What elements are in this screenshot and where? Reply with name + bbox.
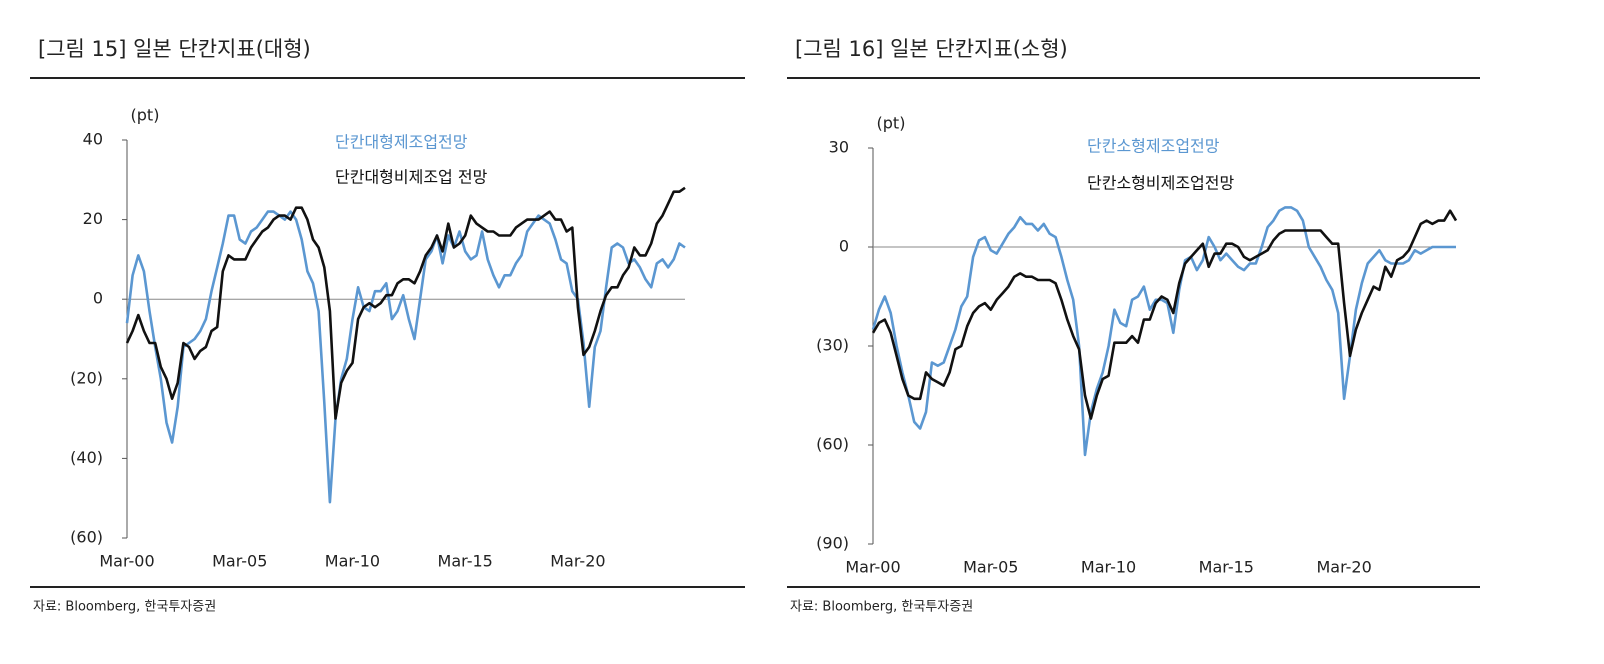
x-tick-label: Mar-20 (550, 552, 605, 571)
y-tick-label: 0 (839, 237, 849, 256)
y-unit: (pt) (131, 106, 160, 125)
y-tick-label: (60) (816, 435, 849, 454)
x-tick-label: Mar-05 (212, 552, 267, 571)
x-tick-label: Mar-00 (99, 552, 154, 571)
x-tick-label: Mar-00 (845, 558, 900, 577)
x-tick-label: Mar-15 (1199, 558, 1254, 577)
series-line (871, 206, 1456, 457)
chart-title: [그림 15] 일본 단칸지표(대형) (38, 37, 311, 61)
y-tick-label: (30) (816, 336, 849, 355)
legend-label: 단칸대형제조업전망 (335, 133, 468, 152)
series-line (125, 210, 686, 504)
y-tick-label: (90) (816, 534, 849, 553)
y-unit: (pt) (877, 114, 906, 133)
y-tick-label: (60) (70, 528, 103, 547)
legend-label: 단칸소형비제조업전망 (1087, 174, 1234, 193)
y-tick-label: 40 (83, 130, 103, 149)
legend-label: 단칸대형비제조업 전망 (335, 168, 488, 187)
x-tick-label: Mar-20 (1316, 558, 1371, 577)
y-tick-label: 30 (829, 138, 849, 157)
source-note: 자료: Bloomberg, 한국투자증권 (33, 600, 216, 615)
legend-label: 단칸소형제조업전망 (1087, 137, 1220, 156)
y-tick-label: 20 (83, 209, 103, 228)
series-line (871, 209, 1458, 420)
x-tick-label: Mar-05 (963, 558, 1018, 577)
series-line (125, 186, 686, 420)
source-note: 자료: Bloomberg, 한국투자증권 (790, 600, 973, 615)
x-tick-label: Mar-15 (438, 552, 493, 571)
x-tick-label: Mar-10 (325, 552, 380, 571)
y-tick-label: (20) (70, 368, 103, 387)
y-tick-label: (40) (70, 448, 103, 467)
y-tick-label: 0 (93, 289, 103, 308)
x-tick-label: Mar-10 (1081, 558, 1136, 577)
chart-title: [그림 16] 일본 단칸지표(소형) (795, 37, 1068, 61)
